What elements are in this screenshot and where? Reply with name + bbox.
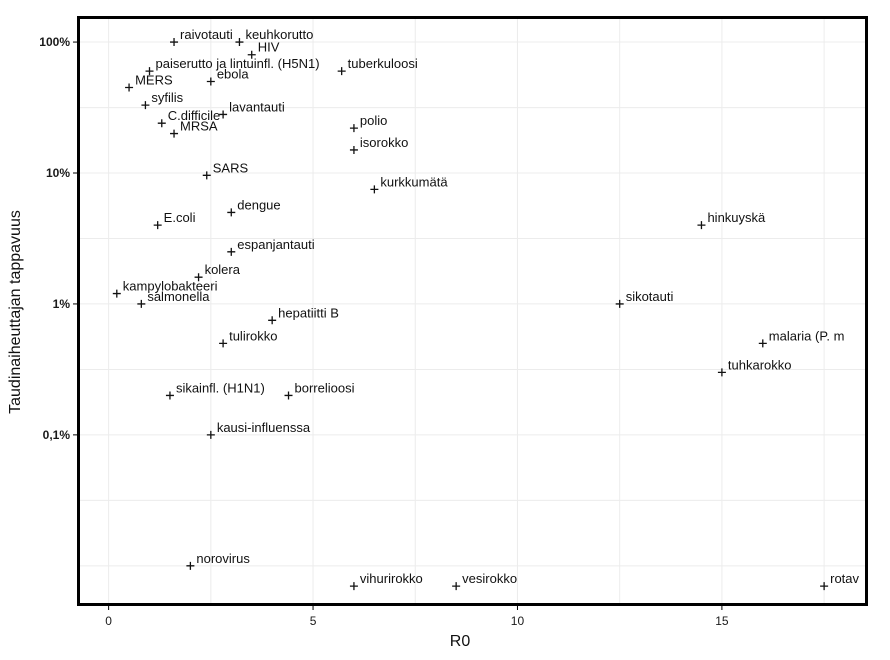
point-label: MERS bbox=[135, 72, 173, 87]
x-axis: 0 5 10 15 bbox=[105, 605, 729, 628]
point-label: malaria (P. m bbox=[769, 328, 845, 343]
point-label: paiserutto ja lintuinfl. (H5N1) bbox=[156, 56, 320, 71]
data-point bbox=[758, 339, 767, 348]
data-point bbox=[157, 119, 166, 128]
data-point bbox=[170, 129, 179, 138]
point-label: kampylobakteeri bbox=[123, 279, 218, 294]
data-point bbox=[284, 391, 293, 400]
point-label: kolera bbox=[205, 262, 241, 277]
x-tick-label: 15 bbox=[715, 614, 729, 628]
y-tick-label: 10% bbox=[46, 166, 70, 180]
point-label: dengue bbox=[237, 197, 280, 212]
data-point bbox=[615, 299, 624, 308]
data-point bbox=[202, 171, 211, 180]
point-label: tulirokko bbox=[229, 328, 277, 343]
data-point bbox=[452, 582, 461, 591]
point-label: isorokko bbox=[360, 135, 408, 150]
data-point bbox=[349, 582, 358, 591]
point-label: lavantauti bbox=[229, 99, 285, 114]
x-axis-title: R0 bbox=[450, 633, 471, 650]
point-label: sikainfl. (H1N1) bbox=[176, 380, 265, 395]
data-point bbox=[194, 273, 203, 282]
data-point bbox=[165, 391, 174, 400]
point-label: kurkkumätä bbox=[380, 174, 448, 189]
data-point bbox=[145, 67, 154, 76]
point-label: hepatiitti B bbox=[278, 305, 339, 320]
point-label: MRSA bbox=[180, 119, 218, 134]
data-point bbox=[235, 38, 244, 47]
x-tick-label: 10 bbox=[511, 614, 525, 628]
point-label: vihurirokko bbox=[360, 571, 423, 586]
data-point bbox=[206, 430, 215, 439]
data-point bbox=[112, 289, 121, 298]
y-tick-label: 100% bbox=[39, 35, 70, 49]
point-label: borrelioosi bbox=[295, 380, 355, 395]
y-tick-label: 0,1% bbox=[43, 428, 71, 442]
point-label: hinkuyskä bbox=[707, 210, 766, 225]
data-point bbox=[170, 38, 179, 47]
grid-layer bbox=[80, 19, 865, 603]
plot-frame bbox=[77, 16, 868, 606]
data-point bbox=[186, 561, 195, 570]
data-point bbox=[268, 316, 277, 325]
data-point bbox=[227, 247, 236, 256]
y-axis-title: Taudinaiheuttajan tappavuus bbox=[7, 210, 24, 414]
point-label: sikotauti bbox=[626, 289, 674, 304]
point-label: norovirus bbox=[196, 551, 250, 566]
point-label: rotav bbox=[830, 571, 859, 586]
point-label: polio bbox=[360, 113, 387, 128]
point-label: espanjantauti bbox=[237, 237, 314, 252]
data-point bbox=[137, 299, 146, 308]
point-label: syfilis bbox=[151, 90, 183, 105]
point-label: tuberkuloosi bbox=[348, 56, 418, 71]
data-point bbox=[227, 208, 236, 217]
data-point bbox=[247, 50, 256, 59]
point-label: HIV bbox=[258, 40, 280, 55]
data-point bbox=[697, 221, 706, 230]
point-label: raivotauti bbox=[180, 27, 233, 42]
point-label: ebola bbox=[217, 66, 250, 81]
point-label: E.coli bbox=[164, 210, 196, 225]
point-label: keuhkorutto bbox=[245, 27, 313, 42]
x-tick-label: 5 bbox=[310, 614, 317, 628]
data-point bbox=[219, 110, 228, 119]
data-point bbox=[206, 77, 215, 86]
x-tick-label: 0 bbox=[105, 614, 112, 628]
point-label: vesirokko bbox=[462, 571, 517, 586]
data-point bbox=[820, 582, 829, 591]
data-point bbox=[125, 83, 134, 92]
data-point bbox=[153, 221, 162, 230]
data-point bbox=[349, 145, 358, 154]
data-point bbox=[141, 101, 150, 110]
data-point bbox=[717, 368, 726, 377]
point-label: C.difficile bbox=[168, 108, 221, 123]
point-label: tuhkarokko bbox=[728, 357, 792, 372]
data-point bbox=[370, 185, 379, 194]
data-point bbox=[349, 124, 358, 133]
point-label: kausi-influenssa bbox=[217, 420, 311, 435]
data-point bbox=[337, 67, 346, 76]
data-point bbox=[219, 339, 228, 348]
y-tick-label: 1% bbox=[53, 297, 71, 311]
y-axis: 100% 10% 1% 0,1% bbox=[39, 35, 78, 442]
point-label: SARS bbox=[213, 160, 249, 175]
point-label: salmonella bbox=[147, 289, 210, 304]
